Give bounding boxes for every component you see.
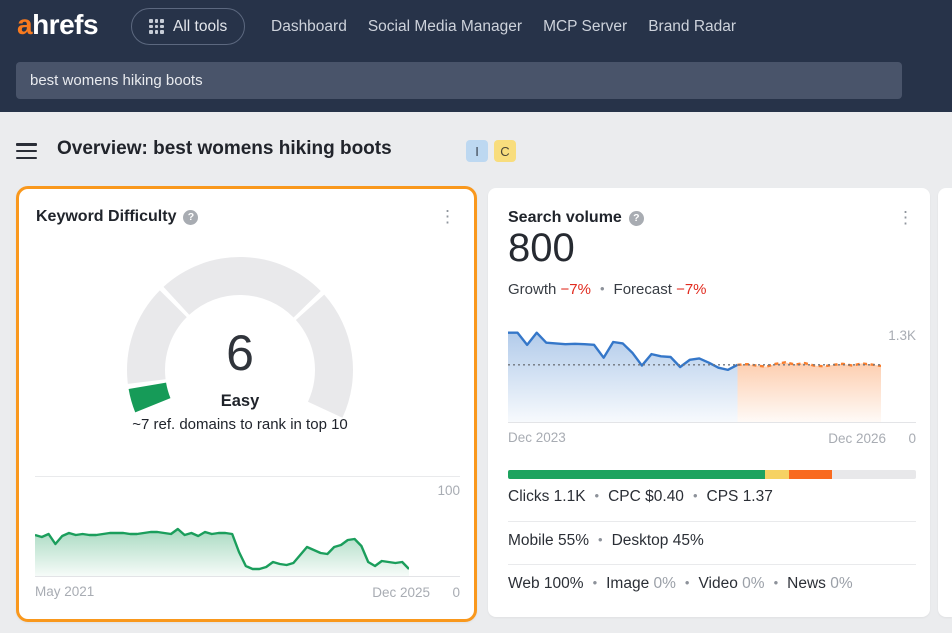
- menu-hamburger-icon[interactable]: [16, 143, 37, 159]
- all-tools-label: All tools: [173, 17, 228, 35]
- stat-label: Clicks: [508, 488, 554, 505]
- volume-card-header: Search volume ?: [508, 209, 644, 227]
- growth-value: −7%: [560, 281, 591, 298]
- ahrefs-logo[interactable]: ahrefs: [17, 9, 99, 41]
- top-navbar: ahrefs All tools Dashboard Social Media M…: [0, 0, 952, 112]
- stat-value: 100%: [543, 575, 584, 592]
- clicks-distribution-bar: [508, 470, 916, 479]
- bar-segment-green: [508, 470, 766, 479]
- growth-label: Growth: [508, 281, 557, 298]
- help-icon[interactable]: ?: [628, 210, 644, 226]
- nav-item-brand-radar[interactable]: Brand Radar: [648, 17, 737, 35]
- stat-value: 1.1K: [553, 488, 586, 505]
- stat-label: Mobile: [508, 532, 558, 549]
- stat-value: 55%: [557, 532, 589, 549]
- keyword-search-input[interactable]: [16, 62, 902, 99]
- bullet-separator: •: [773, 575, 779, 590]
- keyword-difficulty-card[interactable]: Keyword Difficulty ? ⋮ 6 Easy ~7 ref. do…: [16, 186, 477, 622]
- kd-xaxis-labels: May 2021 Dec 2025 0: [35, 584, 460, 602]
- kd-card-title: Keyword Difficulty: [36, 208, 177, 225]
- volume-ymin-label: 0: [908, 431, 916, 446]
- kd-card-header: Keyword Difficulty ?: [36, 208, 199, 226]
- all-tools-button[interactable]: All tools: [131, 8, 246, 45]
- forecast-label: Forecast: [613, 281, 672, 298]
- bullet-separator: •: [692, 488, 698, 503]
- stat-label: CPS: [706, 488, 743, 505]
- device-stats-row: Mobile 55% • Desktop 45%: [508, 532, 916, 550]
- volume-chart-baseline: [508, 422, 916, 423]
- stat-label: Image: [606, 575, 654, 592]
- bullet-separator: •: [594, 488, 600, 503]
- kd-chart-baseline: [35, 576, 460, 577]
- stat-value: 0%: [830, 575, 853, 592]
- search-volume-card[interactable]: Search volume ? ⋮ 800 Growth −7% • Forecas…: [488, 188, 930, 617]
- volume-xaxis-end: Dec 2026: [828, 431, 887, 446]
- stat-label: Web: [508, 575, 544, 592]
- kd-subtitle: ~7 ref. domains to rank in top 10: [132, 416, 348, 433]
- growth-forecast-row: Growth −7% • Forecast −7%: [508, 281, 707, 298]
- kd-xaxis-end: Dec 2025: [372, 585, 431, 600]
- kd-gauge: 6 Easy ~7 ref. domains to rank in top 10: [120, 252, 360, 452]
- kd-divider: [35, 476, 460, 477]
- volume-xaxis-start: Dec 2023: [508, 430, 566, 445]
- stat-value: 0%: [742, 575, 765, 592]
- bullet-separator: •: [599, 281, 605, 296]
- bar-segment-orange: [789, 470, 832, 479]
- kd-score-value: 6: [226, 325, 254, 381]
- volume-xaxis-labels: Dec 2023 Dec 2026 0: [508, 430, 916, 448]
- nav-item-mcp-server[interactable]: MCP Server: [543, 17, 628, 35]
- kebab-menu-icon[interactable]: ⋮: [439, 207, 456, 226]
- bar-segment-gray: [831, 470, 916, 479]
- title-badge-c[interactable]: C: [494, 140, 516, 162]
- nav-item-dashboard[interactable]: Dashboard: [271, 17, 347, 35]
- divider: [508, 564, 916, 565]
- stat-value: 1.37: [742, 488, 773, 505]
- stat-label: Video: [698, 575, 743, 592]
- stat-label: News: [787, 575, 831, 592]
- forecast-value: −7%: [676, 281, 707, 298]
- kd-xaxis-start: May 2021: [35, 584, 95, 599]
- kd-ymax-label: 100: [437, 483, 460, 498]
- logo-a: a: [17, 9, 33, 40]
- stat-value: $0.40: [645, 488, 684, 505]
- kebab-menu-icon[interactable]: ⋮: [897, 208, 914, 227]
- title-badge-i[interactable]: I: [466, 140, 488, 162]
- kd-level-label: Easy: [220, 392, 260, 410]
- volume-trend-chart[interactable]: [508, 322, 882, 422]
- divider: [508, 521, 916, 522]
- search-volume-value: 800: [508, 226, 575, 270]
- clicks-stats-row: Clicks 1.1K • CPC $0.40 • CPS 1.37: [508, 488, 916, 506]
- nav-items: Dashboard Social Media Manager MCP Server B…: [271, 0, 736, 53]
- kd-ymin-label: 0: [452, 585, 460, 600]
- stat-value: 0%: [653, 575, 676, 592]
- stat-value: 45%: [672, 532, 704, 549]
- bullet-separator: •: [684, 575, 690, 590]
- bar-segment-yellow: [765, 470, 790, 479]
- kd-gauge-arc: [120, 252, 360, 427]
- nav-item-social-media-manager[interactable]: Social Media Manager: [367, 17, 523, 35]
- stat-label: CPC: [608, 488, 646, 505]
- kd-history-chart[interactable]: [34, 476, 410, 576]
- stat-label: Desktop: [611, 532, 673, 549]
- next-card-edge: [938, 188, 952, 617]
- apps-grid-icon: [149, 19, 164, 34]
- volume-ymax-label: 1.3K: [888, 328, 916, 343]
- volume-card-title: Search volume: [508, 209, 622, 226]
- bullet-separator: •: [592, 575, 598, 590]
- help-icon[interactable]: ?: [183, 209, 199, 225]
- platform-stats-row: Web 100% • Image 0% • Video 0% • News 0%: [508, 575, 916, 593]
- logo-rest: hrefs: [32, 9, 99, 40]
- page-title: Overview: best womens hiking boots: [57, 138, 392, 159]
- bullet-separator: •: [598, 532, 603, 547]
